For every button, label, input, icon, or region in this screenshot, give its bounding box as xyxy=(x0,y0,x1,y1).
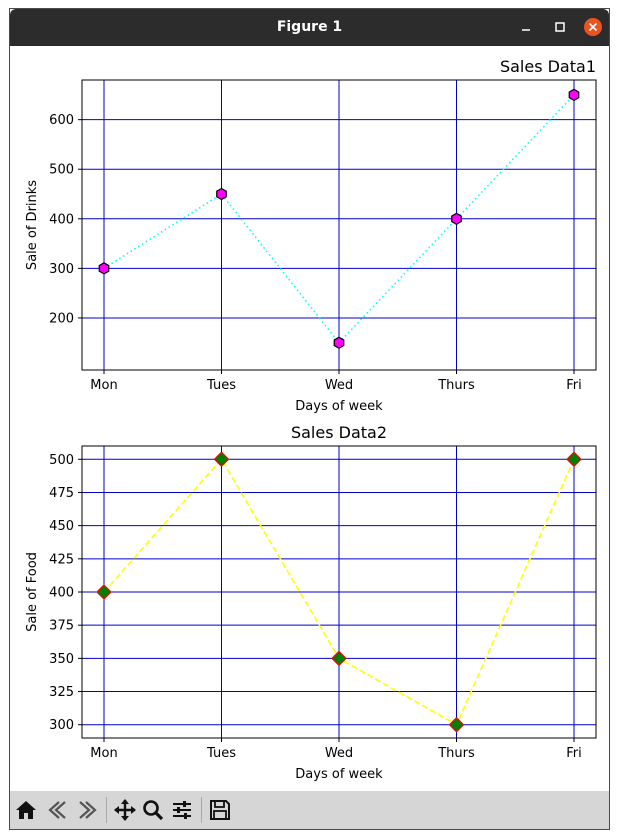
back-icon[interactable] xyxy=(45,797,71,823)
close-icon[interactable] xyxy=(582,16,604,38)
figure-window: Figure 1 Mon Tues Wed Thurs Fri 200 300 400 500 6… xyxy=(9,8,610,830)
y-tick-label: 350 xyxy=(49,652,74,667)
y-tick-label: 300 xyxy=(49,718,74,733)
y-tick-label: 500 xyxy=(49,163,74,178)
x-tick-label: Fri xyxy=(566,378,582,393)
x-axis-label: Days of week xyxy=(295,399,383,414)
zoom-icon[interactable] xyxy=(140,797,166,823)
y-tick-label: 375 xyxy=(49,619,74,634)
y-tick-label: 450 xyxy=(49,519,74,534)
y-tick-label: 400 xyxy=(49,212,74,227)
forward-icon[interactable] xyxy=(74,797,100,823)
navigation-toolbar xyxy=(10,791,609,829)
x-axis-label: Days of week xyxy=(295,767,383,782)
y-tick-label: 475 xyxy=(49,486,74,501)
y-axis-label: Sale of Drinks xyxy=(25,180,40,270)
chart-1: Mon Tues Wed Thurs Fri 200 300 400 500 600 Sales D… xyxy=(25,57,597,414)
x-tick-label: Mon xyxy=(90,746,117,761)
y-tick-label: 200 xyxy=(49,311,74,326)
data-point xyxy=(451,212,462,225)
axes-frame xyxy=(81,445,597,739)
data-point xyxy=(566,451,582,468)
x-tick-label: Tues xyxy=(206,746,236,761)
save-icon[interactable] xyxy=(207,797,233,823)
title-bar: Figure 1 xyxy=(10,9,609,46)
x-tick-label: Wed xyxy=(325,746,353,761)
x-tick-label: Wed xyxy=(325,378,353,393)
data-point xyxy=(568,88,580,102)
x-tick-label: Fri xyxy=(566,746,582,761)
y-tick-label: 300 xyxy=(49,262,74,277)
data-point xyxy=(333,336,345,349)
toolbar-separator xyxy=(201,797,202,823)
x-tick-label: Thurs xyxy=(437,378,475,393)
x-tick-label: Thurs xyxy=(437,746,475,761)
configure-icon[interactable] xyxy=(169,797,195,823)
y-tick-label: 400 xyxy=(49,586,74,601)
window-title: Figure 1 xyxy=(276,19,343,35)
data-point xyxy=(216,187,227,201)
minimize-icon[interactable] xyxy=(515,16,537,38)
y-tick-label: 500 xyxy=(49,453,74,468)
chart-title: Sales Data2 xyxy=(291,423,387,442)
data-point xyxy=(331,650,347,667)
y-axis-label: Sale of Food xyxy=(25,552,40,632)
toolbar-separator xyxy=(106,797,107,823)
axes-frame xyxy=(81,79,597,371)
chart-2: Mon Tues Wed Thurs Fri 300 325 350 375 400 425 450 4… xyxy=(25,423,597,782)
x-tick-label: Mon xyxy=(90,378,117,393)
chart-title: Sales Data1 xyxy=(500,57,596,76)
data-point xyxy=(98,262,110,275)
data-point xyxy=(448,716,465,733)
y-tick-label: 600 xyxy=(49,113,74,128)
x-tick-label: Tues xyxy=(206,378,236,393)
y-tick-label: 325 xyxy=(49,685,74,700)
figure-canvas: Mon Tues Wed Thurs Fri 200 300 400 500 600 Sales D… xyxy=(25,57,597,782)
home-icon[interactable] xyxy=(13,797,39,823)
data-point xyxy=(96,584,112,600)
y-tick-label: 425 xyxy=(49,552,74,567)
pan-icon[interactable] xyxy=(112,797,138,823)
maximize-icon[interactable] xyxy=(549,16,571,38)
data-point xyxy=(213,451,230,468)
